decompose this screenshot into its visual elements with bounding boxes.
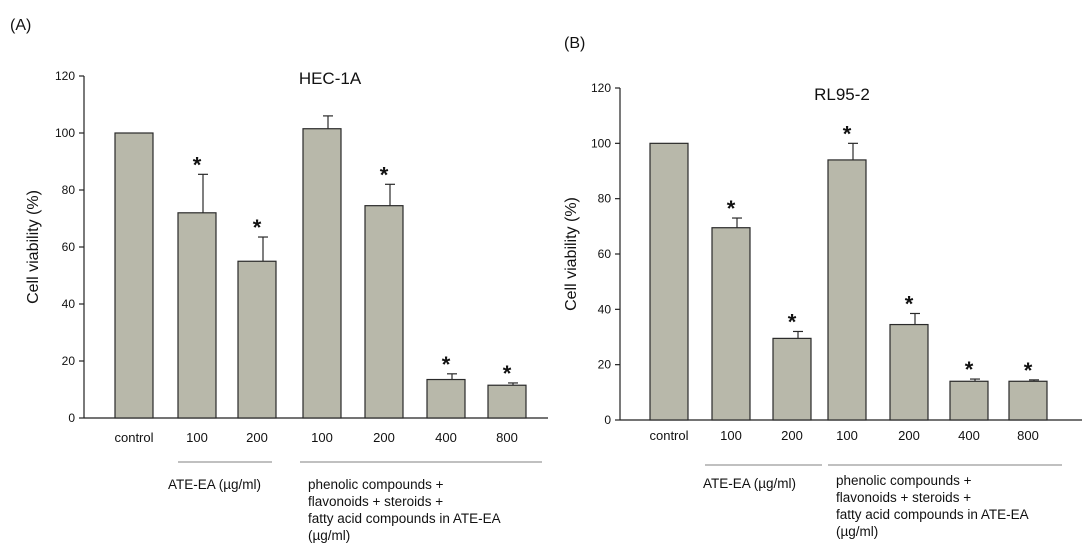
y-tick-label: 80 [598, 192, 612, 206]
chart-panel-a: (A) HEC-1A 0 20 40 60 80 100 120 Cell viability (… [10, 17, 548, 543]
y-tick-label: 120 [591, 81, 611, 95]
x-tick-label: 400 [435, 430, 457, 445]
y-tick-label: 0 [68, 411, 75, 425]
y-tick-label: 100 [591, 136, 611, 150]
significance-marker: * [788, 309, 797, 334]
bar [114, 132, 154, 419]
bar [177, 212, 217, 419]
panel-label: (B) [564, 35, 585, 52]
significance-marker: * [503, 361, 512, 386]
bar [889, 323, 929, 421]
y-tick-label: 0 [604, 413, 611, 427]
panel-label: (A) [10, 17, 31, 34]
bar [1008, 380, 1048, 421]
significance-marker: * [1024, 358, 1033, 383]
group-label-line: flavonoids + steroids + [836, 490, 971, 505]
chart-panel-b: (B) RL95-2 0 20 40 60 80 100 120 Cell viability (… [563, 35, 1082, 539]
significance-marker: * [442, 352, 451, 377]
bar [364, 205, 404, 419]
y-axis-label: Cell viability (%) [25, 190, 42, 304]
group-label-line: fatty acid compounds in ATE-EA [308, 511, 501, 526]
y-tick-label: 60 [62, 240, 76, 254]
group-label-line: (µg/ml) [308, 528, 350, 543]
x-tick-label: control [649, 428, 688, 443]
group-label-line: phenolic compounds + [836, 473, 972, 488]
x-tick-label: 200 [781, 428, 803, 443]
significance-marker: * [965, 357, 974, 382]
y-tick-label: 40 [62, 297, 76, 311]
group-label-line: (µg/ml) [836, 524, 878, 539]
x-tick-label: 100 [720, 428, 742, 443]
bar [487, 384, 527, 419]
group-label-line: flavonoids + steroids + [308, 494, 443, 509]
x-tick-label: 400 [958, 428, 980, 443]
y-tick-label: 80 [62, 183, 76, 197]
x-tick-label: 100 [186, 430, 208, 445]
x-tick-label: 200 [373, 430, 395, 445]
bar [302, 128, 342, 419]
y-tick-label: 20 [62, 354, 76, 368]
bar [949, 380, 989, 421]
bar [237, 260, 277, 419]
bar [772, 337, 812, 421]
significance-marker: * [905, 291, 914, 316]
chart-title: RL95-2 [814, 85, 870, 104]
significance-marker: * [193, 152, 202, 177]
y-tick-label: 40 [598, 302, 612, 316]
y-axis-label: Cell viability (%) [563, 197, 580, 311]
bar [649, 142, 689, 421]
y-tick-label: 20 [598, 358, 612, 372]
y-tick-label: 60 [598, 247, 612, 261]
group-label-line: ATE-EA (µg/ml) [168, 477, 261, 492]
significance-marker: * [380, 162, 389, 187]
group-label-line: phenolic compounds + [308, 477, 444, 492]
group-label-line: ATE-EA (µg/ml) [703, 476, 796, 491]
x-tick-label: 200 [246, 430, 268, 445]
bar [711, 227, 751, 421]
significance-marker: * [843, 121, 852, 146]
x-tick-label: 800 [496, 430, 518, 445]
chart-title: HEC-1A [299, 69, 362, 88]
bar [426, 378, 466, 419]
bar [827, 159, 867, 421]
significance-marker: * [727, 196, 736, 221]
x-tick-label: 100 [311, 430, 333, 445]
y-tick-label: 120 [55, 69, 75, 83]
y-tick-label: 100 [55, 126, 75, 140]
x-tick-label: 100 [836, 428, 858, 443]
x-tick-label: 200 [898, 428, 920, 443]
group-label-line: fatty acid compounds in ATE-EA [836, 507, 1029, 522]
x-tick-label: 800 [1017, 428, 1039, 443]
x-tick-label: control [114, 430, 153, 445]
significance-marker: * [253, 215, 262, 240]
